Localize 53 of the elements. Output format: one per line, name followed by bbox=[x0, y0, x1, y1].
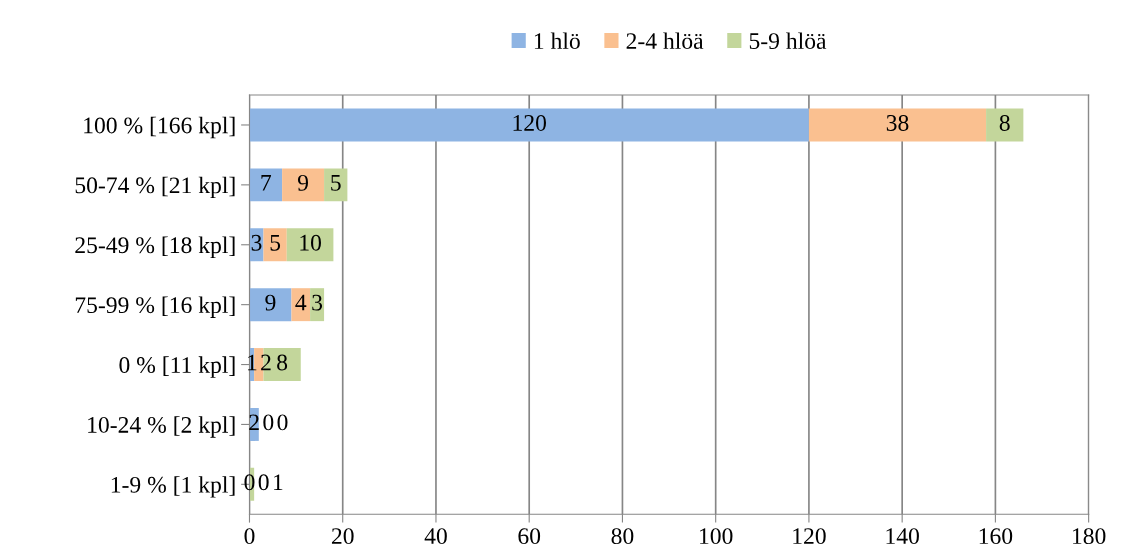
data-label: 9 bbox=[297, 174, 309, 191]
x-tick-label: 20 bbox=[331, 528, 354, 545]
legend-label: 1 hlö bbox=[534, 32, 580, 50]
data-label: 8 bbox=[999, 114, 1010, 131]
data-label: 120 bbox=[513, 114, 547, 131]
data-label: 1 bbox=[274, 474, 283, 491]
data-label: 10 bbox=[300, 234, 321, 251]
data-label: 38 bbox=[886, 114, 909, 131]
data-label: 3 bbox=[251, 234, 262, 251]
bar bbox=[249, 108, 809, 142]
y-tick-label: 100 % [166 kpl] bbox=[84, 116, 235, 139]
x-tick-label: 100 bbox=[700, 528, 733, 545]
y-tick-label: 75-99 % [16 kpl] bbox=[75, 296, 235, 318]
bar bbox=[291, 288, 311, 322]
y-tick-label: 50-74 % [21 kpl] bbox=[75, 176, 235, 199]
y-tick-label: 10-24 % [2 kpl] bbox=[88, 416, 235, 438]
data-label: 2 bbox=[249, 414, 259, 431]
y-tick-label: 25-49 % [18 kpl] bbox=[75, 236, 235, 258]
data-label: 2 bbox=[261, 354, 271, 371]
data-label: 3 bbox=[312, 294, 323, 311]
data-label: 0 bbox=[277, 414, 288, 431]
bar bbox=[263, 228, 287, 262]
data-label: 0 bbox=[244, 474, 255, 491]
bar bbox=[310, 288, 325, 322]
x-tick-label: 140 bbox=[886, 528, 919, 545]
data-label: 9 bbox=[265, 294, 276, 311]
data-label: 7 bbox=[261, 175, 272, 191]
x-tick-label: 40 bbox=[424, 528, 447, 545]
bar bbox=[286, 228, 334, 262]
bar bbox=[324, 168, 348, 202]
bar bbox=[249, 168, 283, 202]
data-label: 0 bbox=[263, 414, 274, 431]
x-tick-label: 60 bbox=[518, 528, 541, 545]
data-label: 1 bbox=[247, 354, 257, 371]
x-tick-label: 160 bbox=[979, 528, 1013, 545]
data-label: 4 bbox=[295, 294, 307, 311]
y-tick-label: 1-9 % [1 kpl] bbox=[111, 476, 235, 498]
legend-label: 5-9 hlöä bbox=[749, 32, 827, 50]
x-tick-label: 180 bbox=[1073, 528, 1106, 545]
x-tick-label: 0 bbox=[244, 528, 255, 545]
bar bbox=[249, 288, 292, 322]
legend-label: 2-4 hlöä bbox=[626, 32, 704, 50]
data-label: 5 bbox=[270, 234, 281, 251]
x-tick-label: 80 bbox=[611, 528, 634, 545]
x-tick-label: 120 bbox=[793, 528, 826, 545]
y-tick-label: 0 % [11 kpl] bbox=[119, 356, 235, 378]
bar bbox=[808, 108, 987, 142]
bar bbox=[263, 348, 301, 382]
data-label: 0 bbox=[258, 474, 269, 491]
bar bbox=[282, 168, 325, 202]
bar bbox=[986, 108, 1024, 142]
data-label: 5 bbox=[331, 175, 341, 191]
data-label: 8 bbox=[277, 354, 288, 371]
